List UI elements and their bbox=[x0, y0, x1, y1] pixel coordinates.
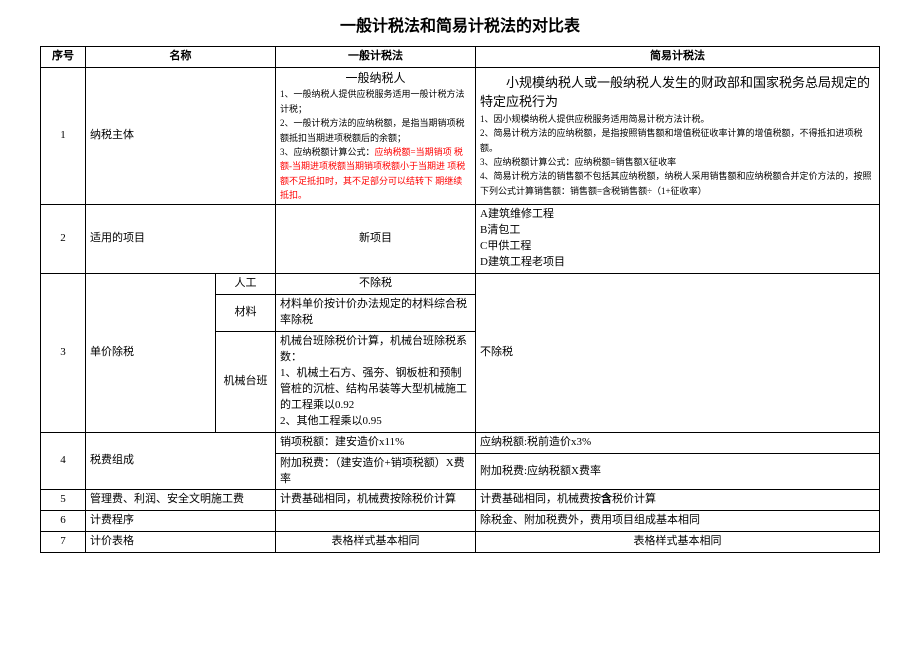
r3-name: 单价除税 bbox=[86, 274, 216, 432]
r5-name: 管理费、利润、安全文明施工费 bbox=[86, 490, 276, 511]
r2-name: 适用的项目 bbox=[86, 205, 276, 274]
comparison-table: 序号 名称 一般计税法 简易计税法 1 纳税主体 一般纳税人 1、一般纳税人提供… bbox=[40, 46, 880, 553]
r1-sim-l1: 1、因小规模纳税人提供应税服务适用简易计税方法计税。 bbox=[480, 112, 875, 126]
r1-name: 纳税主体 bbox=[86, 67, 276, 205]
r1-sim-head: 小规模纳税人或一般纳税人发生的财政部和国家税务总局规定的特定应税行为 bbox=[480, 74, 875, 112]
r1-seq: 1 bbox=[41, 67, 86, 205]
r7-name: 计价表格 bbox=[86, 532, 276, 553]
r6-seq: 6 bbox=[41, 511, 86, 532]
r1-general: 一般纳税人 1、一般纳税人提供应税服务适用一般计税方法计税； 2、一般计税方法的… bbox=[276, 67, 476, 205]
r2-sim-a: A建筑维修工程 bbox=[480, 207, 875, 223]
r2-sim-d: D建筑工程老项目 bbox=[480, 255, 875, 271]
r4-gen-b: 附加税费：（建安造价+销项税额）X费率 bbox=[276, 453, 476, 490]
row-3a: 3 单价除税 人工 不除税 不除税 bbox=[41, 274, 880, 295]
r2-sim: A建筑维修工程 B清包工 C甲供工程 D建筑工程老项目 bbox=[476, 205, 880, 274]
r1-gen-l2: 2、一般计税方法的应纳税额，是指当期销项税额抵扣当期进项税额后的余额； bbox=[280, 116, 471, 145]
r3-gen-mat: 材料单价按计价办法规定的材料综合税率除税 bbox=[276, 295, 476, 332]
r3-lab-man: 人工 bbox=[216, 274, 276, 295]
r3-lab-mat: 材料 bbox=[216, 295, 276, 332]
row-2: 2 适用的项目 新项目 A建筑维修工程 B清包工 C甲供工程 D建筑工程老项目 bbox=[41, 205, 880, 274]
r1-sim-l2: 2、简易计税方法的应纳税额，是指按照销售额和增值税征收率计算的增值税额，不得抵扣… bbox=[480, 126, 875, 155]
r4-seq: 4 bbox=[41, 432, 86, 490]
row-7: 7 计价表格 表格样式基本相同 表格样式基本相同 bbox=[41, 532, 880, 553]
r1-sim-l4: 4、简易计税方法的销售额不包括其应纳税额，纳税人采用销售额和应纳税额合并定价方法… bbox=[480, 169, 875, 198]
r5-sim-a: 计费基础相同，机械费按 bbox=[480, 493, 601, 505]
head-general: 一般计税法 bbox=[276, 47, 476, 68]
r7-seq: 7 bbox=[41, 532, 86, 553]
r7-sim: 表格样式基本相同 bbox=[476, 532, 880, 553]
r2-sim-b: B清包工 bbox=[480, 223, 875, 239]
head-simple: 简易计税法 bbox=[476, 47, 880, 68]
head-name: 名称 bbox=[86, 47, 276, 68]
r3-gen-mach: 机械台班除税价计算，机械台班除税系数： 1、机械土石方、强夯、钢板桩和预制管桩的… bbox=[276, 332, 476, 433]
r3-gen-man: 不除税 bbox=[276, 274, 476, 295]
row-1: 1 纳税主体 一般纳税人 1、一般纳税人提供应税服务适用一般计税方法计税； 2、… bbox=[41, 67, 880, 205]
r3-seq: 3 bbox=[41, 274, 86, 432]
r6-gen bbox=[276, 511, 476, 532]
r5-sim-b: 含 bbox=[601, 493, 612, 505]
r2-gen: 新项目 bbox=[276, 205, 476, 274]
r4-sim-a: 应纳税额:税前造价x3% bbox=[476, 432, 880, 453]
page-title: 一般计税法和简易计税法的对比表 bbox=[40, 12, 880, 36]
head-seq: 序号 bbox=[41, 47, 86, 68]
r1-gen-l3: 3、应纳税额计算公式：应纳税额=当期销项 税额-当期进项税额当期销项税额小于当期… bbox=[280, 145, 471, 203]
r4-gen-a: 销项税额：建安造价x11% bbox=[276, 432, 476, 453]
r3-sim: 不除税 bbox=[476, 274, 880, 432]
r4-name: 税费组成 bbox=[86, 432, 276, 490]
r5-sim: 计费基础相同，机械费按含税价计算 bbox=[476, 490, 880, 511]
r6-name: 计费程序 bbox=[86, 511, 276, 532]
r1-gen-l1: 1、一般纳税人提供应税服务适用一般计税方法计税； bbox=[280, 87, 471, 116]
r6-sim: 除税金、附加税费外，费用项目组成基本相同 bbox=[476, 511, 880, 532]
r2-sim-c: C甲供工程 bbox=[480, 239, 875, 255]
r1-gen-head: 一般纳税人 bbox=[280, 70, 471, 87]
r1-gen-l3a: 3、应纳税额计算公式： bbox=[280, 147, 375, 157]
r1-simple: 小规模纳税人或一般纳税人发生的财政部和国家税务总局规定的特定应税行为 1、因小规… bbox=[476, 67, 880, 205]
row-5: 5 管理费、利润、安全文明施工费 计费基础相同，机械费按除税价计算 计费基础相同… bbox=[41, 490, 880, 511]
row-6: 6 计费程序 除税金、附加税费外，费用项目组成基本相同 bbox=[41, 511, 880, 532]
r7-gen: 表格样式基本相同 bbox=[276, 532, 476, 553]
r4-sim-b: 附加税费:应纳税额X费率 bbox=[476, 453, 880, 490]
r5-gen: 计费基础相同，机械费按除税价计算 bbox=[276, 490, 476, 511]
r5-seq: 5 bbox=[41, 490, 86, 511]
r1-sim-l3: 3、应纳税额计算公式：应纳税额=销售额X征收率 bbox=[480, 155, 875, 169]
header-row: 序号 名称 一般计税法 简易计税法 bbox=[41, 47, 880, 68]
r3-lab-mach: 机械台班 bbox=[216, 332, 276, 433]
row-4a: 4 税费组成 销项税额：建安造价x11% 应纳税额:税前造价x3% bbox=[41, 432, 880, 453]
r5-sim-c: 税价计算 bbox=[612, 493, 656, 505]
r2-seq: 2 bbox=[41, 205, 86, 274]
